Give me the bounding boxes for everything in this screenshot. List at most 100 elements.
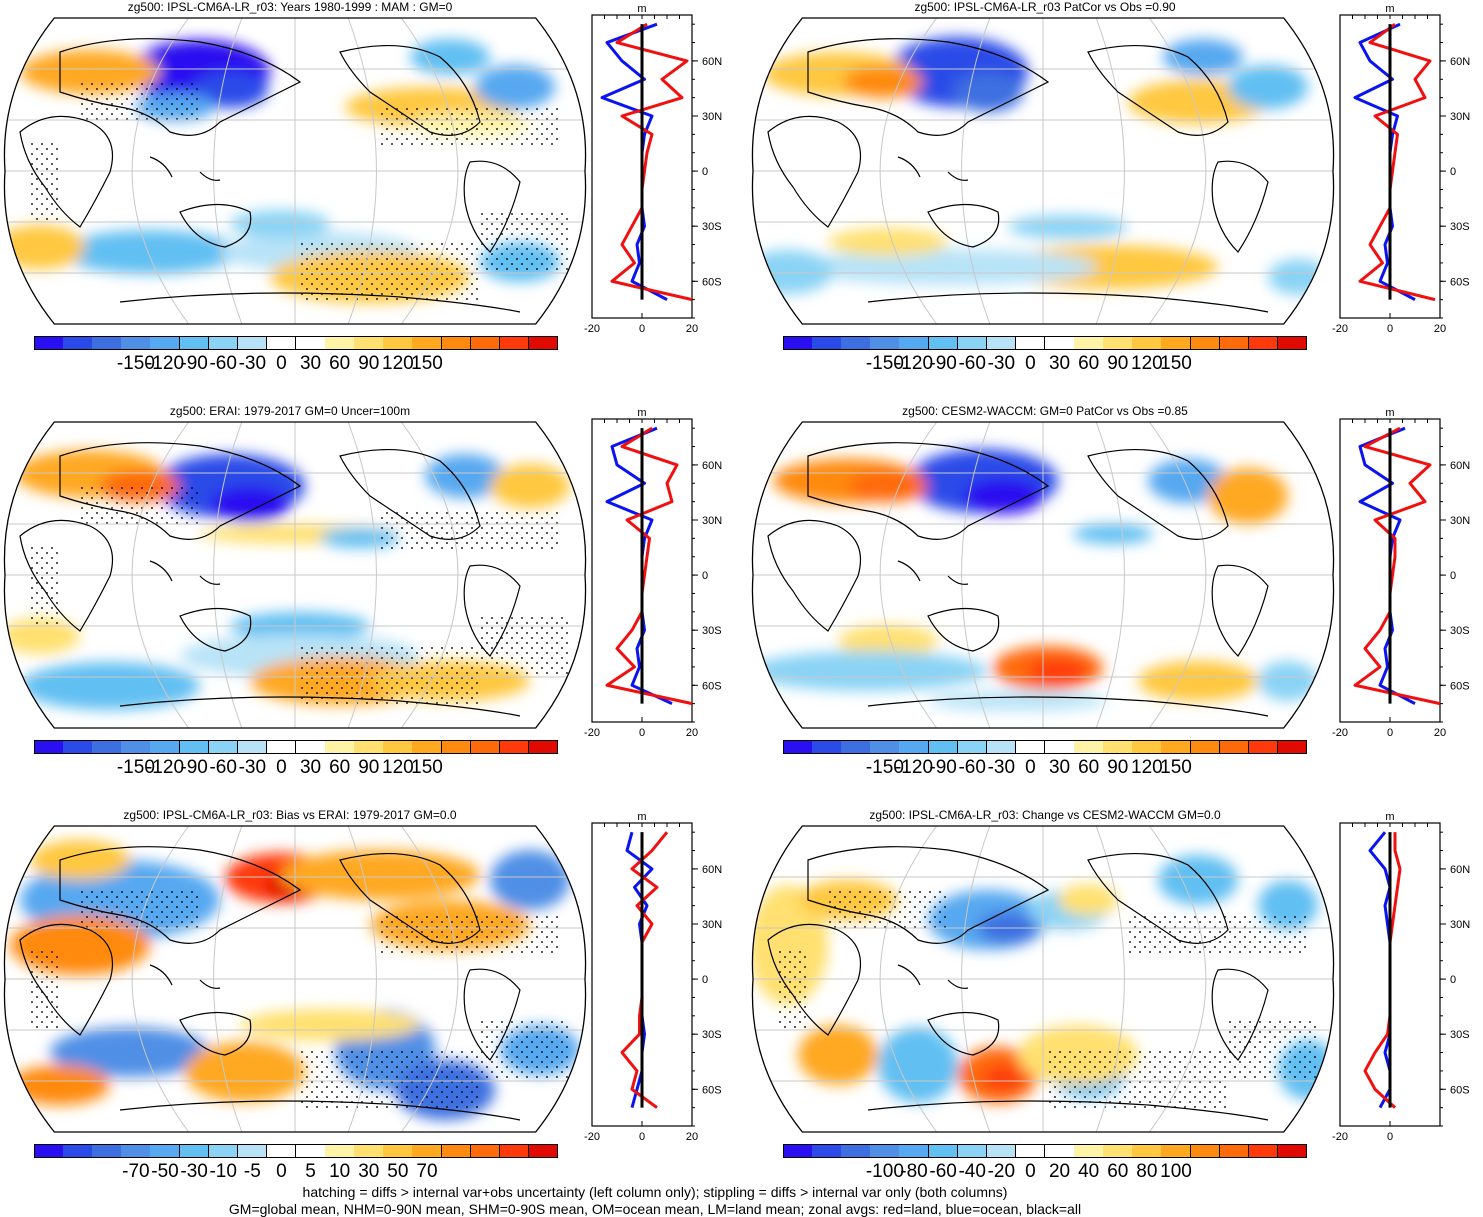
zonal-lat-label: 60S (702, 1084, 722, 1096)
anomaly-blob (240, 1009, 420, 1041)
coastline (19, 923, 114, 1036)
coastline (767, 519, 862, 632)
colorbar-tick-label: -90 (929, 353, 957, 374)
zonal-lat-label: 60N (702, 864, 722, 876)
anomaly-blob (843, 66, 923, 98)
colorbar-cell (1015, 1144, 1046, 1158)
zonal-x-label: -20 (584, 1131, 600, 1143)
stippling (480, 212, 570, 272)
zonal-unit-label: m (637, 3, 646, 15)
coastline (339, 448, 481, 540)
colorbar-tick-label: 0 (276, 353, 287, 374)
map-panel-5 (3, 825, 587, 1133)
colorbar-tick-label: 5 (305, 1161, 316, 1182)
map-panel-6 (751, 825, 1335, 1133)
colorbar-tick-label: 0 (276, 757, 287, 778)
coastline (339, 852, 481, 944)
coastline (927, 1011, 1000, 1056)
graticule-meridian (213, 422, 243, 728)
zonal-x-label: -20 (1332, 1131, 1348, 1143)
graticule-meridian (1148, 18, 1207, 324)
zonal-land-line (1363, 832, 1402, 1109)
anomaly-blob (838, 625, 938, 657)
zonal-lat-label: 30N (702, 919, 722, 931)
colorbar-tick-label: -90 (180, 757, 208, 778)
zonal-lat-label: 30S (702, 625, 722, 637)
graticule-meridian (879, 18, 938, 324)
coastline (1087, 448, 1229, 540)
zonal-lat-label: 30S (1450, 1029, 1470, 1041)
colorbar-frame (783, 1144, 1307, 1158)
colorbar-1: -150 -120 -90 -60 -30 0 30 60 90 120 150 (34, 336, 559, 376)
colorbar-tick-label: -60 (209, 353, 237, 374)
coastline (463, 564, 521, 657)
colorbar-tick-label: -70 (122, 1161, 150, 1182)
colorbar-tick-label: -90 (929, 757, 957, 778)
colorbar-tick-label: -60 (958, 757, 986, 778)
colorbar-cell (266, 740, 297, 754)
zonal-profile-1: m 60N 30N 0 30S 60S -20 0 20 (584, 3, 722, 335)
zonal-lat-label: 30N (702, 111, 722, 123)
stippling (1228, 1020, 1318, 1080)
colorbar-tick-label: -150 (865, 353, 904, 374)
graticule-meridian (1095, 826, 1125, 1132)
anomaly-blob (1138, 661, 1258, 701)
map-panel-1 (3, 17, 587, 325)
colorbar-tick-label: -150 (865, 757, 904, 778)
zonal-lat-label: 60N (1450, 460, 1470, 472)
coastline (807, 442, 1050, 540)
colorbar-tick-label: 90 (358, 757, 380, 778)
zonal-profile-6: m 60N 30N 0 30S 60S -20 0 (1332, 811, 1470, 1143)
map-panel-3 (3, 421, 587, 729)
colorbar-tick-label: 30 (1048, 757, 1071, 778)
graticule-meridian (1148, 422, 1207, 728)
colorbar-tick-label: 120 (382, 353, 414, 374)
zonal-x-label: 0 (639, 1131, 645, 1143)
stippling (828, 890, 948, 930)
colorbar-tick-label: -60 (209, 757, 237, 778)
coastline (179, 203, 252, 248)
anomaly-blob (953, 72, 1023, 112)
colorbar-frame (783, 336, 1307, 350)
zonal-lat-label: 0 (1450, 570, 1456, 582)
graticule-meridian (1148, 826, 1207, 1132)
stippling (1048, 1050, 1228, 1110)
coastline (927, 203, 1000, 248)
colorbar-tick-label: 120 (1131, 353, 1163, 374)
colorbar-cell (266, 336, 297, 350)
stippling (30, 546, 60, 626)
stippling (480, 1020, 570, 1080)
coastline (179, 607, 252, 652)
coastline (19, 519, 114, 632)
colorbar-3: -150 -120 -90 -60 -30 0 30 60 90 120 150 (34, 740, 559, 780)
colorbar-tick-label: -150 (116, 353, 155, 374)
colorbar-tick-label: 0 (1025, 757, 1036, 778)
stippling (300, 242, 480, 302)
anomaly-blob (50, 1027, 210, 1077)
coastline (1087, 852, 1229, 944)
colorbar-frame (34, 1144, 558, 1158)
zonal-ocean-line (1353, 22, 1416, 301)
coastline (1211, 160, 1269, 253)
coastline (59, 846, 302, 944)
zonal-lat-label: 30N (1450, 515, 1470, 527)
graticule-meridian (961, 18, 991, 324)
zonal-ocean-line (1358, 426, 1416, 705)
stippling (380, 511, 560, 551)
coastline (59, 38, 302, 136)
zonal-lat-label: 60S (702, 276, 722, 288)
zonal-lat-label: 60N (1450, 864, 1470, 876)
stippling (80, 890, 200, 930)
map-outline (751, 17, 1335, 325)
map-panel-4 (751, 421, 1335, 729)
colorbar-tick-label: 120 (1131, 757, 1163, 778)
colorbar-4: -150 -120 -90 -60 -30 0 30 60 90 120 150 (783, 740, 1308, 780)
zonal-x-label: 0 (1387, 323, 1393, 335)
zonal-ocean-line (1368, 831, 1392, 1109)
anomaly-blob (30, 840, 130, 880)
anomaly-blob (752, 651, 988, 691)
colorbar-tick-label: 30 (299, 353, 322, 374)
stippling (380, 915, 560, 955)
coastline (119, 696, 521, 717)
colorbar-tick-label: 60 (1078, 353, 1100, 374)
